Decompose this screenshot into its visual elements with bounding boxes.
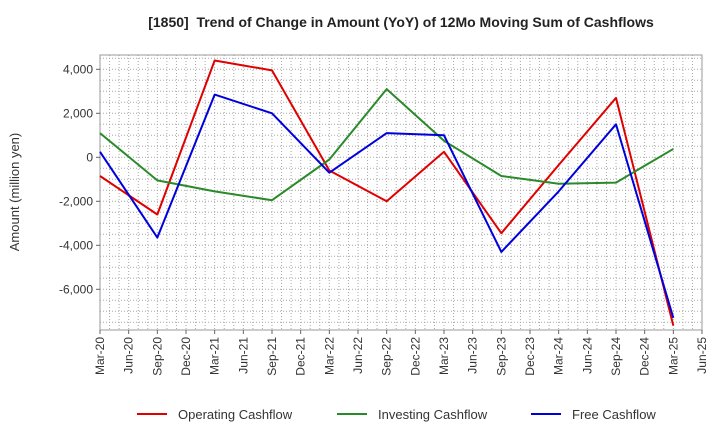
legend-label-operating: Operating Cashflow — [178, 407, 293, 422]
x-tick-label: Mar-21 — [208, 337, 222, 375]
legend: Operating Cashflow Investing Cashflow Fr… — [137, 407, 656, 422]
plot-frame — [99, 54, 703, 331]
operating-cashflow-line — [99, 59, 675, 326]
x-tick-label: Jun-20 — [122, 337, 136, 374]
x-tick-label: Mar-24 — [552, 337, 566, 375]
y-tick-label: 2,000 — [63, 106, 93, 120]
x-tick-label: Mar-22 — [322, 337, 336, 375]
x-tick-label: Sep-24 — [609, 337, 623, 376]
x-tick-label: Dec-21 — [294, 337, 308, 376]
x-tick-label: Mar-25 — [666, 337, 680, 375]
x-tick-label: Jun-21 — [236, 337, 250, 374]
legend-label-free: Free Cashflow — [572, 407, 656, 422]
y-tick-label: -6,000 — [59, 282, 93, 296]
y-tick-label: -2,000 — [59, 194, 93, 208]
investing-cashflow-line — [99, 88, 674, 202]
y-axis-label: Amount (million yen) — [7, 133, 22, 252]
x-tick-label: Sep-21 — [265, 337, 279, 376]
x-tick-label: Dec-24 — [638, 337, 652, 376]
x-tick-label: Dec-22 — [408, 337, 422, 376]
x-tick-label: Jun-25 — [695, 337, 709, 374]
free-cashflow-line — [99, 93, 675, 319]
legend-label-investing: Investing Cashflow — [378, 407, 488, 422]
y-tick-label: 0 — [86, 150, 93, 164]
x-tick-label: Jun-24 — [580, 337, 594, 374]
y-tick-label: 4,000 — [63, 62, 93, 76]
x-tick-label: Sep-22 — [380, 337, 394, 376]
chart-title: [1850] Trend of Change in Amount (YoY) o… — [148, 14, 654, 30]
x-axis: Mar-20 Jun-20 Sep-20 Dec-20 Mar-21 Jun-21 Sep-… — [93, 330, 709, 376]
grid — [99, 55, 703, 330]
x-tick-label: Dec-20 — [179, 337, 193, 376]
x-tick-label: Mar-23 — [437, 337, 451, 375]
y-axis: 4,000 2,000 0 -2,000 -4,000 -6,000 — [59, 62, 100, 296]
series-lines — [99, 59, 675, 326]
x-tick-label: Dec-23 — [523, 337, 537, 376]
x-tick-label: Mar-20 — [93, 337, 107, 375]
x-tick-label: Jun-23 — [466, 337, 480, 374]
x-tick-label: Sep-20 — [150, 337, 164, 376]
y-tick-label: -4,000 — [59, 238, 93, 252]
x-tick-label: Sep-23 — [494, 337, 508, 376]
x-tick-label: Jun-22 — [351, 337, 365, 374]
